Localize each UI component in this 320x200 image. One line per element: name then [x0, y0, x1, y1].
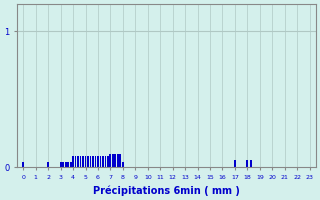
Bar [117, 154, 119, 167]
Bar [102, 156, 104, 167]
Bar [47, 162, 49, 167]
Bar [67, 162, 69, 167]
Bar [80, 156, 82, 167]
Bar [92, 156, 94, 167]
Bar [84, 156, 86, 167]
Bar [62, 162, 64, 167]
Bar [109, 154, 111, 167]
Bar [246, 160, 248, 167]
Bar [122, 162, 124, 167]
Bar [250, 160, 252, 167]
Bar [97, 156, 99, 167]
Bar [112, 154, 114, 167]
Bar [72, 156, 74, 167]
Bar [65, 162, 67, 167]
Bar [60, 162, 61, 167]
Bar [22, 162, 24, 167]
Bar [107, 156, 109, 167]
Bar [234, 160, 236, 167]
X-axis label: Précipitations 6min ( mm ): Précipitations 6min ( mm ) [93, 185, 240, 196]
Bar [94, 156, 96, 167]
Bar [77, 156, 79, 167]
Bar [70, 162, 72, 167]
Bar [105, 156, 106, 167]
Bar [115, 154, 116, 167]
Bar [87, 156, 89, 167]
Bar [100, 156, 101, 167]
Bar [90, 156, 92, 167]
Bar [75, 156, 76, 167]
Bar [119, 154, 121, 167]
Bar [82, 156, 84, 167]
